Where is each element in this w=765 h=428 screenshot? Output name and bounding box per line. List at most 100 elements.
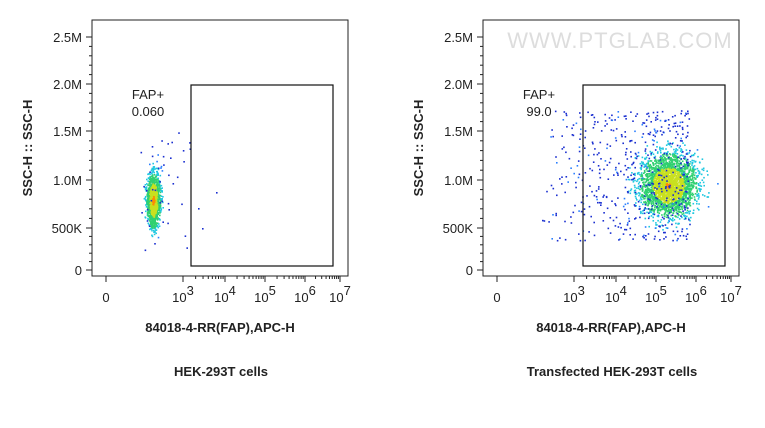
- event-dot: [651, 205, 654, 207]
- event-dot: [625, 118, 627, 120]
- event-dot: [688, 203, 691, 206]
- event-dot: [645, 238, 647, 241]
- event-dot: [148, 194, 150, 197]
- event-dot: [156, 160, 158, 163]
- event-dot: [663, 173, 665, 175]
- event-dot: [645, 152, 647, 155]
- event-dot: [156, 211, 158, 213]
- event-dot: [691, 178, 694, 180]
- event-dot: [151, 194, 154, 197]
- event-dot: [155, 198, 157, 200]
- event-dot: [677, 173, 680, 175]
- event-dot: [674, 184, 677, 187]
- event-dot: [675, 222, 677, 225]
- event-dot: [647, 217, 650, 220]
- event-dot: [638, 181, 641, 183]
- event-dot: [678, 163, 681, 166]
- event-dot: [147, 217, 149, 220]
- event-dot: [634, 157, 637, 159]
- event-dot: [684, 179, 687, 182]
- event-dot: [667, 205, 669, 208]
- event-dot: [660, 162, 663, 165]
- event-dot: [659, 204, 662, 206]
- event-dot: [633, 177, 636, 179]
- event-dot: [663, 174, 665, 176]
- event-dot: [670, 180, 672, 182]
- event-dot: [689, 210, 691, 212]
- event-dot: [677, 214, 680, 216]
- event-dot: [153, 217, 155, 220]
- event-dot: [640, 172, 643, 174]
- event-dot: [670, 167, 673, 169]
- event-dot: [150, 222, 153, 224]
- event-dot: [654, 176, 656, 179]
- event-dot: [595, 196, 598, 198]
- event-dot: [659, 190, 661, 192]
- event-dot: [551, 129, 553, 131]
- event-dot: [668, 172, 671, 174]
- event-dot: [673, 210, 675, 213]
- event-dot: [153, 227, 155, 229]
- event-dot: [692, 184, 695, 186]
- event-dot: [675, 150, 677, 153]
- event-dot: [678, 156, 680, 159]
- event-dot: [659, 206, 662, 208]
- event-dot: [619, 238, 621, 240]
- event-dot: [669, 198, 671, 201]
- event-dot: [682, 197, 685, 200]
- event-dot: [154, 186, 156, 188]
- event-dot: [646, 113, 648, 115]
- event-dot: [680, 182, 682, 184]
- event-dot: [157, 213, 160, 216]
- event-dot: [672, 176, 675, 179]
- event-dot: [663, 195, 666, 197]
- event-dot: [644, 150, 647, 152]
- event-dot: [652, 204, 655, 206]
- event-dot: [150, 199, 153, 202]
- event-dot: [551, 238, 553, 240]
- event-dot: [667, 217, 670, 219]
- event-dot: [674, 137, 677, 139]
- event-dot: [150, 180, 153, 182]
- event-dot: [158, 218, 161, 220]
- event-dot: [670, 185, 673, 187]
- event-dot: [159, 214, 161, 217]
- event-dot: [162, 155, 165, 158]
- event-dot: [693, 176, 696, 179]
- event-dot: [670, 157, 672, 159]
- x-tick-base: 10: [645, 290, 659, 305]
- event-dot: [144, 195, 147, 198]
- event-dot: [677, 177, 680, 180]
- event-dot: [563, 146, 565, 149]
- event-dot: [680, 199, 683, 202]
- event-dot: [665, 206, 667, 209]
- event-dot: [635, 205, 637, 207]
- event-dot: [661, 208, 663, 211]
- event-dot: [660, 196, 662, 199]
- event-dot: [664, 120, 666, 122]
- event-dot: [663, 204, 665, 207]
- event-dot: [156, 192, 158, 194]
- event-dot: [679, 125, 681, 127]
- event-dot: [669, 179, 671, 181]
- event-dot: [626, 191, 629, 193]
- event-dot: [676, 125, 679, 127]
- event-dot: [668, 181, 671, 184]
- event-dot: [632, 179, 635, 181]
- event-dot: [653, 167, 656, 169]
- event-dot: [150, 191, 152, 193]
- event-dot: [698, 203, 700, 205]
- event-dot: [643, 198, 645, 200]
- event-dot: [653, 181, 656, 184]
- event-dot: [660, 194, 662, 197]
- event-dot: [646, 189, 649, 191]
- event-dots: [140, 132, 218, 252]
- event-dot: [649, 188, 652, 191]
- event-dot: [676, 161, 679, 164]
- event-dot: [144, 198, 147, 201]
- event-dot: [664, 204, 667, 207]
- event-dot: [654, 159, 657, 161]
- event-dot: [685, 173, 687, 176]
- event-dot: [666, 155, 668, 157]
- event-dot: [678, 171, 680, 174]
